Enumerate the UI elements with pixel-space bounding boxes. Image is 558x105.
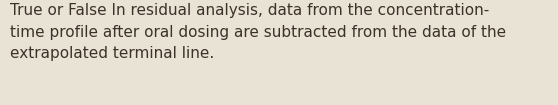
- Text: True or False In residual analysis, data from the concentration-
time profile af: True or False In residual analysis, data…: [10, 3, 506, 61]
